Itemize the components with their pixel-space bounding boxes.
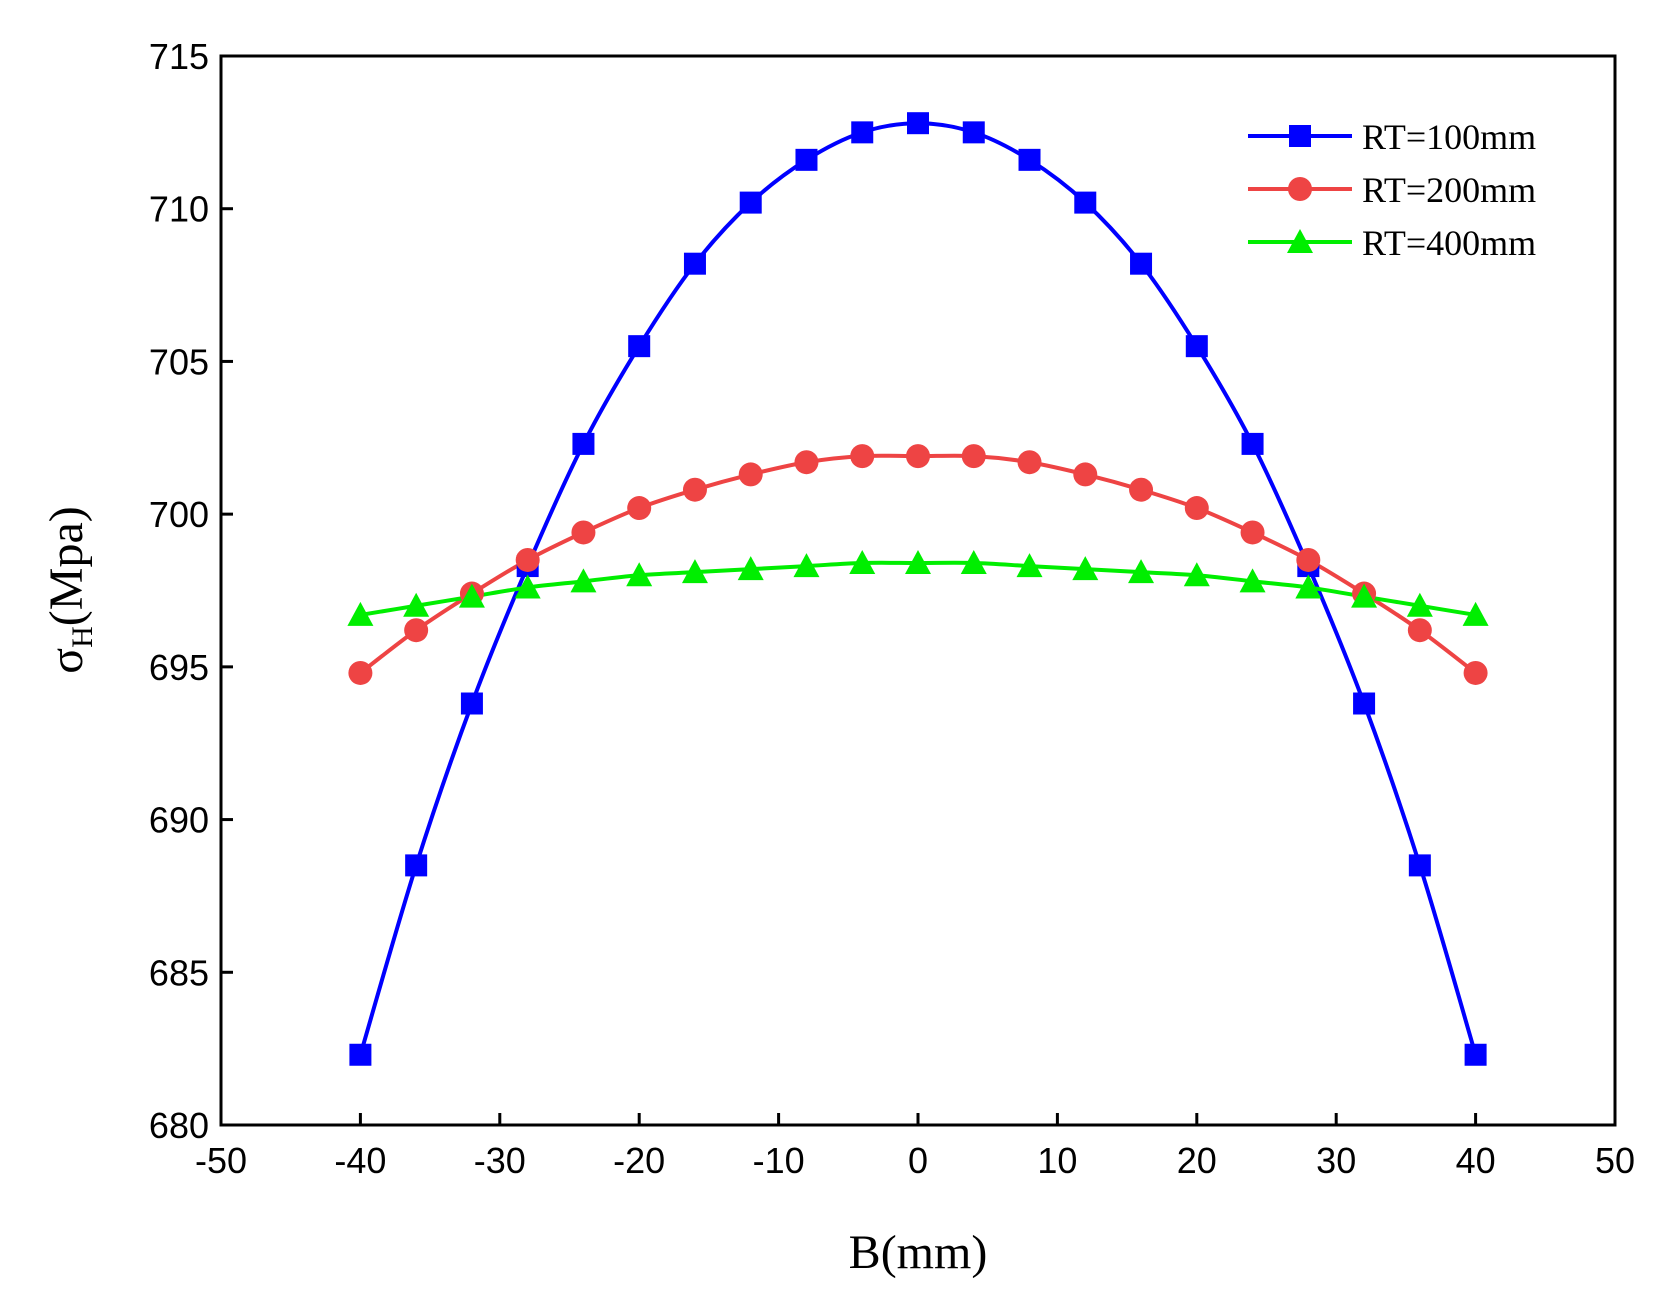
data-point-rt-100mm [628, 335, 651, 358]
y-tick-label: 705 [149, 341, 209, 382]
x-tick-label: 50 [1595, 1140, 1635, 1181]
data-point-rt-400mm [1351, 583, 1378, 608]
y-axis-ticks: 680 685 690 695 700 705 710 715 [149, 36, 233, 1146]
data-point-rt-400mm [570, 568, 597, 593]
y-tick-label: 710 [149, 189, 209, 230]
data-point-rt-100mm [572, 432, 595, 455]
data-point-rt-100mm [683, 252, 706, 275]
data-point-rt-200mm [348, 660, 373, 685]
data-point-rt-400mm [403, 592, 430, 617]
data-point-rt-100mm [405, 854, 428, 877]
legend-marker-rt-100mm [1289, 125, 1311, 147]
data-point-rt-200mm [1129, 477, 1154, 502]
data-point-rt-200mm [1296, 547, 1321, 572]
data-point-rt-100mm [907, 112, 929, 135]
y-tick-label: 685 [149, 952, 209, 993]
y-axis-label-subscript: H [66, 626, 99, 648]
x-tick-label: 20 [1177, 1140, 1217, 1181]
data-point-rt-400mm [737, 556, 764, 581]
x-tick-label: 40 [1456, 1140, 1496, 1181]
data-point-rt-200mm [627, 496, 652, 521]
x-tick-label: 30 [1316, 1140, 1356, 1181]
data-point-rt-400mm [905, 550, 931, 575]
y-tick-label: 690 [149, 800, 209, 841]
data-point-rt-400mm [347, 601, 374, 626]
plot-frame [219, 54, 1617, 1127]
x-tick-label: 0 [908, 1140, 928, 1181]
data-point-rt-100mm [1185, 335, 1208, 358]
x-axis-ticks: -50 -40 -30 -20 -10 0 10 20 30 40 50 [195, 1113, 1635, 1181]
data-point-rt-100mm [1464, 1043, 1487, 1066]
data-point-rt-400mm [1072, 556, 1099, 581]
x-axis-label: B(mm) [849, 1226, 988, 1279]
x-tick-label: -50 [195, 1140, 247, 1181]
data-point-rt-100mm [1241, 432, 1264, 455]
data-point-rt-100mm [851, 121, 874, 144]
svg-text:σH(Mpa): σH(Mpa) [40, 506, 99, 674]
data-point-rt-100mm [1130, 252, 1153, 275]
data-point-rt-200mm [571, 520, 596, 545]
x-tick-label: -10 [753, 1140, 805, 1181]
data-point-rt-200mm [1240, 520, 1265, 545]
data-point-rt-200mm [1407, 618, 1432, 643]
legend-label-rt-100mm: RT=100mm [1362, 117, 1536, 157]
legend-marker-rt-400mm [1287, 229, 1313, 253]
series-markers [347, 112, 1489, 1066]
data-point-rt-400mm [681, 559, 708, 584]
data-point-rt-400mm [1239, 568, 1266, 593]
x-tick-label: -40 [334, 1140, 386, 1181]
data-point-rt-400mm [849, 550, 876, 575]
data-point-rt-400mm [626, 562, 653, 587]
data-point-rt-400mm [1406, 592, 1433, 617]
y-tick-label: 700 [149, 494, 209, 535]
data-point-rt-100mm [962, 121, 985, 144]
legend-label-rt-200mm: RT=200mm [1362, 170, 1536, 210]
y-axis-label-unit: (Mpa) [40, 506, 93, 626]
y-tick-label: 715 [149, 36, 209, 77]
x-tick-label: 10 [1037, 1140, 1077, 1181]
data-point-rt-400mm [1128, 559, 1155, 584]
x-tick-label: -20 [613, 1140, 665, 1181]
data-point-rt-200mm [961, 444, 986, 469]
data-point-rt-200mm [1463, 660, 1488, 685]
data-point-rt-400mm [793, 553, 820, 578]
data-point-rt-200mm [850, 444, 875, 469]
legend-marker-rt-200mm [1288, 177, 1312, 201]
data-point-rt-100mm [739, 191, 762, 214]
data-point-rt-400mm [1183, 562, 1210, 587]
x-tick-label: -30 [474, 1140, 526, 1181]
data-point-rt-100mm [1018, 148, 1041, 171]
data-point-rt-200mm [515, 547, 540, 572]
data-point-rt-400mm [1016, 553, 1043, 578]
legend: RT=100mm RT=200mm RT=400mm [1248, 117, 1536, 263]
data-point-rt-400mm [1462, 601, 1489, 626]
data-point-rt-200mm [1017, 450, 1042, 475]
y-axis-label-symbol: σ [40, 648, 93, 674]
data-point-rt-100mm [1408, 854, 1431, 877]
y-tick-label: 680 [149, 1105, 209, 1146]
data-point-rt-200mm [906, 444, 930, 469]
data-point-rt-200mm [738, 462, 763, 487]
legend-label-rt-400mm: RT=400mm [1362, 223, 1536, 263]
data-point-rt-200mm [1184, 496, 1209, 521]
data-point-rt-400mm [458, 583, 485, 608]
data-point-rt-100mm [1353, 692, 1376, 715]
data-point-rt-100mm [460, 692, 483, 715]
data-point-rt-400mm [1295, 574, 1322, 599]
data-point-rt-200mm [682, 477, 707, 502]
data-point-rt-100mm [349, 1043, 372, 1066]
data-point-rt-200mm [404, 618, 429, 643]
data-point-rt-100mm [795, 148, 818, 171]
data-point-rt-100mm [1074, 191, 1097, 214]
y-axis-label: σH(Mpa) [40, 506, 99, 674]
data-point-rt-400mm [960, 550, 987, 575]
data-point-rt-400mm [514, 574, 541, 599]
data-point-rt-200mm [1073, 462, 1098, 487]
y-tick-label: 695 [149, 647, 209, 688]
data-point-rt-200mm [794, 450, 819, 475]
